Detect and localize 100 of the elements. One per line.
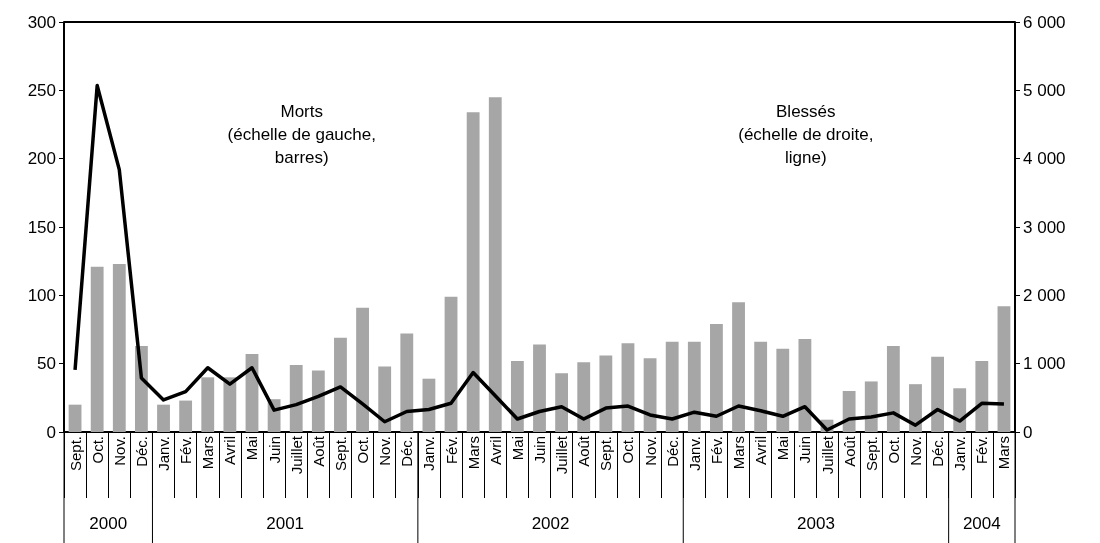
x-tick-label: Avril <box>221 436 239 465</box>
bar <box>201 377 215 432</box>
bar <box>886 345 900 432</box>
x-tick-label: Juin <box>531 436 548 464</box>
y-tick-label: 100 <box>27 285 56 305</box>
x-tick-label: Janv. <box>420 436 438 471</box>
x-tick-label: Janv. <box>951 436 969 471</box>
bar <box>842 391 856 432</box>
bar <box>864 381 878 432</box>
x-tick-label: Juin <box>796 436 814 464</box>
text: 2000 <box>89 513 128 533</box>
bar <box>599 355 613 432</box>
x-tick-label: Oct. <box>88 436 106 464</box>
bar <box>798 339 812 432</box>
x-tick-label: Avril <box>486 436 504 465</box>
text: 2004 <box>962 513 1001 533</box>
x-tick-label: Juin <box>265 436 283 464</box>
x-tick-label: Sept. <box>597 436 615 472</box>
y-tick-label: 0 <box>46 422 56 442</box>
x-tick-label: Déc. <box>132 436 150 467</box>
bar <box>334 337 347 432</box>
bar <box>68 404 82 432</box>
x-tick-label: Oct. <box>619 436 637 464</box>
x-tick-label: Mai <box>508 436 526 461</box>
y2-tick-label: 2 000 <box>1023 285 1066 305</box>
bar <box>223 377 237 432</box>
x-tick-label: Sept. <box>862 436 880 472</box>
bar <box>157 404 170 432</box>
y-tick-label: 150 <box>27 217 56 237</box>
bar <box>466 112 480 432</box>
y2-tick-label: 1 000 <box>1023 354 1066 374</box>
bar <box>687 341 701 432</box>
y2-tick-label: 6 000 <box>1023 12 1066 32</box>
bar <box>90 266 104 432</box>
x-tick-label: Mars <box>730 436 748 470</box>
x-tick-label: Fév. <box>707 436 725 465</box>
x-tick-label: Déc. <box>663 436 681 467</box>
bar <box>533 344 546 432</box>
x-tick-label: Mars <box>464 436 482 470</box>
x-tick-label: Mai <box>243 436 261 461</box>
bar <box>710 324 723 432</box>
text: 2003 <box>797 513 835 533</box>
x-tick-label: Oct. <box>884 436 902 464</box>
x-tick-label: Août <box>575 435 593 467</box>
y2-tick-label: 0 <box>1023 422 1033 442</box>
bar <box>378 366 392 432</box>
x-tick-label: Déc. <box>398 436 416 467</box>
bar <box>732 302 745 432</box>
bar <box>931 356 945 432</box>
bar <box>997 306 1011 432</box>
bar <box>577 362 591 432</box>
x-tick-label: Sept. <box>331 436 349 472</box>
x-tick-label: Nov. <box>376 436 394 466</box>
bar <box>444 296 458 432</box>
x-tick-label: Août <box>309 435 327 467</box>
annotation: Morts (échelle de gauche, barres) <box>227 101 376 167</box>
x-tick-label: Déc. <box>929 436 947 467</box>
annotation: Blessés (échelle de droite, ligne) <box>738 101 874 167</box>
y-tick-label: 250 <box>27 80 56 100</box>
x-tick-label: Janv. <box>155 436 173 471</box>
x-tick-label: Oct. <box>354 436 372 464</box>
bar <box>356 307 369 432</box>
bar <box>776 348 790 432</box>
y-tick-label: 200 <box>27 149 56 169</box>
x-tick-label: Fév. <box>442 436 460 465</box>
bar <box>909 384 922 432</box>
x-tick-label: Juillet <box>553 435 571 475</box>
bar <box>112 263 126 432</box>
text: 2001 <box>266 513 305 533</box>
text: 2002 <box>531 513 570 533</box>
bar <box>621 343 635 432</box>
bar <box>510 360 524 432</box>
x-tick-label: Sept. <box>66 436 84 472</box>
bar <box>665 341 679 432</box>
bar <box>400 333 414 432</box>
bar <box>754 341 768 432</box>
y-tick-label: 300 <box>27 12 56 32</box>
x-tick-label: Avril <box>752 436 770 465</box>
x-tick-label: Janv. <box>685 436 703 471</box>
y2-tick-label: 4 000 <box>1023 149 1066 169</box>
bar <box>179 400 193 432</box>
y-tick-label: 50 <box>37 354 56 374</box>
bar <box>311 370 325 432</box>
bar <box>488 97 502 432</box>
x-tick-label: Mai <box>774 436 792 461</box>
y2-tick-label: 5 000 <box>1023 80 1066 100</box>
x-tick-label: Mars <box>199 436 217 470</box>
y2-tick-label: 3 000 <box>1023 217 1066 237</box>
x-tick-label: Nov. <box>906 436 924 466</box>
x-tick-label: Fév. <box>177 436 195 465</box>
bar <box>555 373 569 432</box>
bar <box>975 360 989 432</box>
x-tick-label: Nov. <box>110 436 128 466</box>
bar <box>289 365 303 432</box>
x-tick-label: Août <box>840 435 858 467</box>
x-tick-label: Juillet <box>287 435 305 475</box>
x-tick-label: Mars <box>995 436 1013 470</box>
x-tick-label: Juillet <box>818 435 836 475</box>
x-tick-label: Fév. <box>973 436 991 465</box>
x-tick-label: Nov. <box>641 436 659 466</box>
